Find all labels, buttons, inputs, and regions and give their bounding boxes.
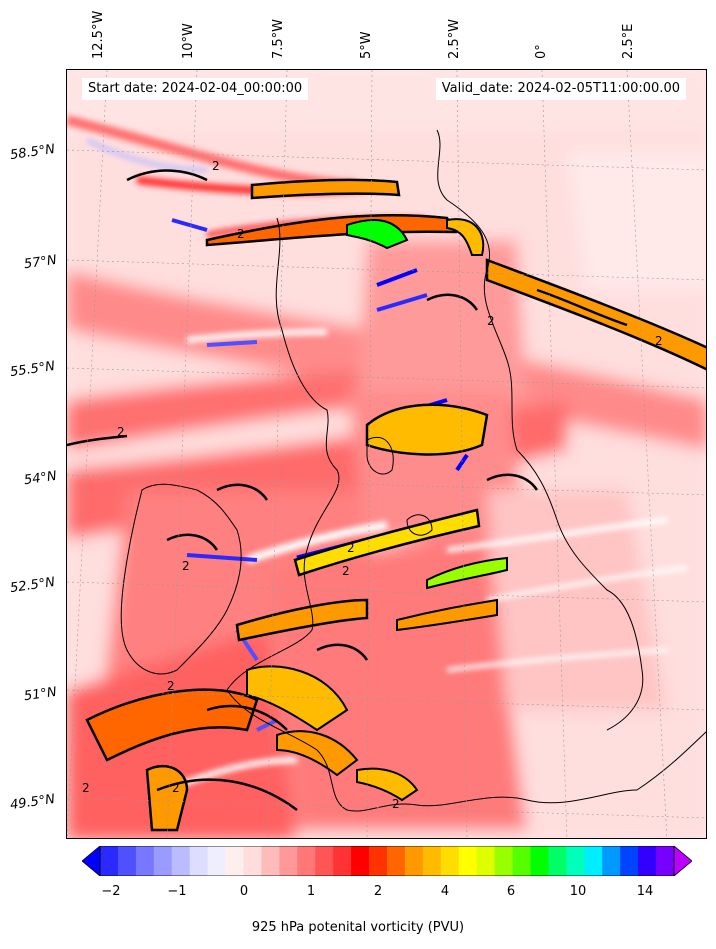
colorbar-cell bbox=[620, 846, 639, 876]
colorbar-tick: 14 bbox=[636, 884, 654, 899]
lat-label-54n: 54°N bbox=[23, 468, 58, 489]
contour-label: 2 bbox=[182, 559, 190, 573]
colorbar-cell bbox=[458, 846, 478, 876]
colorbar-cell bbox=[494, 846, 514, 876]
colorbar-tick: −2 bbox=[101, 884, 121, 899]
coastlines bbox=[120, 129, 706, 812]
colorbar-cell bbox=[422, 846, 442, 876]
colorbar-cell bbox=[584, 846, 603, 876]
lon-label-10w: 10°W bbox=[181, 23, 196, 59]
colorbar-tick: 0 bbox=[239, 884, 249, 899]
colorbar-cell bbox=[315, 846, 334, 876]
colorbar-cell bbox=[548, 846, 567, 876]
lon-label-5w: 5°W bbox=[359, 31, 374, 59]
lat-label-57n: 57°N bbox=[23, 252, 58, 273]
contour-label: 2 bbox=[487, 314, 495, 328]
colorbar-cell bbox=[189, 846, 209, 876]
contour-label: 2 bbox=[212, 159, 220, 173]
colorbar-cell bbox=[225, 846, 244, 876]
colorbar-cell bbox=[387, 846, 406, 876]
lon-label-2-5e: 2.5°E bbox=[621, 23, 636, 59]
pv-field: 2 2 2 2 2 2 2 2 2 2 2 2 bbox=[67, 70, 706, 838]
contour-label: 2 bbox=[342, 564, 350, 578]
colorbar-cell bbox=[333, 846, 352, 876]
colorbar-cell bbox=[512, 846, 531, 876]
colorbar-cell bbox=[297, 846, 316, 876]
lon-label-12-5w: 12.5°W bbox=[91, 10, 106, 59]
colorbar-cell bbox=[207, 846, 227, 876]
colorbar-tick: 4 bbox=[440, 884, 450, 899]
colorbar-cell bbox=[476, 846, 496, 876]
contour-label: 2 bbox=[167, 679, 175, 693]
colorbar-tick: 6 bbox=[506, 884, 516, 899]
colorbar-cell bbox=[100, 846, 119, 876]
lat-label-58-5n: 58.5°N bbox=[9, 141, 56, 164]
lon-label-2-5w: 2.5°W bbox=[447, 18, 462, 59]
colorbar-cell bbox=[638, 846, 657, 876]
graticule bbox=[67, 70, 706, 838]
colorbar-cell bbox=[171, 846, 191, 876]
colorbar-cell bbox=[566, 846, 585, 876]
colorbar-cell bbox=[243, 846, 262, 876]
lon-label-0: 0° bbox=[534, 44, 549, 59]
contour-labels: 2 2 2 2 2 2 2 2 2 2 2 2 bbox=[82, 159, 663, 811]
colorbar-cell bbox=[261, 846, 280, 876]
lon-label-7-5w: 7.5°W bbox=[271, 18, 286, 59]
contour-label: 2 bbox=[117, 425, 125, 439]
contour-label: 2 bbox=[655, 334, 663, 348]
start-date-label: Start date: 2024-02-04_00:00:00 bbox=[82, 78, 309, 100]
colorbar-cell bbox=[404, 846, 424, 876]
contour-label: 2 bbox=[392, 797, 400, 811]
colorbar-cell bbox=[369, 846, 388, 876]
lat-label-55-5n: 55.5°N bbox=[9, 358, 56, 381]
contour-label: 2 bbox=[237, 227, 245, 241]
colorbar-tick: 10 bbox=[569, 884, 587, 899]
colorbar bbox=[82, 846, 692, 876]
colorbar-tick: 1 bbox=[306, 884, 316, 899]
pv-2-contours bbox=[67, 169, 628, 812]
lat-label-49-5n: 49.5°N bbox=[9, 791, 56, 814]
contour-label: 2 bbox=[172, 781, 180, 795]
colorbar-cell bbox=[656, 846, 675, 876]
colorbar-cell bbox=[153, 846, 173, 876]
contour-label: 2 bbox=[82, 781, 90, 795]
contour-label: 2 bbox=[347, 541, 355, 555]
valid-date-label: Valid_date: 2024-02-05T11:00:00.00 bbox=[435, 78, 686, 100]
lat-label-51n: 51°N bbox=[23, 684, 58, 705]
colorbar-cell bbox=[351, 846, 370, 876]
lat-label-52-5n: 52.5°N bbox=[9, 574, 56, 597]
colorbar-cell bbox=[530, 846, 549, 876]
colorbar-tick: 2 bbox=[373, 884, 383, 899]
colorbar-cell bbox=[279, 846, 298, 876]
colorbar-tick: −1 bbox=[167, 884, 187, 899]
colorbar-cell bbox=[440, 846, 460, 876]
colorbar-cell bbox=[602, 846, 621, 876]
colorbar-title: 925 hPa potenital vorticity (PVU) bbox=[251, 920, 465, 935]
colorbar-cell bbox=[135, 846, 155, 876]
colorbar-cell bbox=[117, 846, 137, 876]
pv-map: 2 2 2 2 2 2 2 2 2 2 2 2 bbox=[66, 69, 707, 839]
